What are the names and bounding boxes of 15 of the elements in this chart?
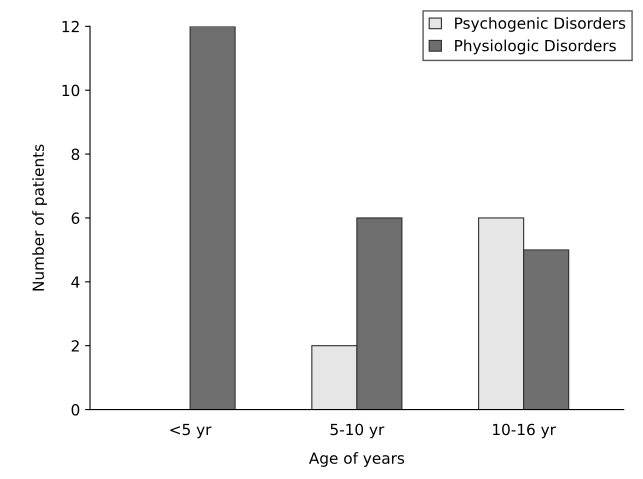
x-axis-title: Age of years [308, 452, 404, 467]
y-axis-title: Number of patients [32, 144, 47, 291]
y-tick-label: 8 [72, 148, 80, 160]
y-tick-label: 4 [71, 276, 80, 288]
bar [190, 26, 236, 410]
x-tick-label: 10-16 yr [493, 424, 556, 438]
legend-label: Psychogenic Disorders [455, 17, 626, 32]
y-tick-label: 12 [62, 20, 79, 32]
y-tick-label: 10 [62, 84, 80, 96]
y-tick-label: 2 [72, 340, 79, 352]
x-tick-label: <5 yr [170, 424, 212, 438]
y-tick-label: 0 [72, 404, 80, 416]
x-tick-label: 5-10 yr [330, 424, 384, 438]
legend-label: Physiologic Disorders [455, 40, 616, 54]
y-tick-label: 6 [72, 212, 80, 224]
